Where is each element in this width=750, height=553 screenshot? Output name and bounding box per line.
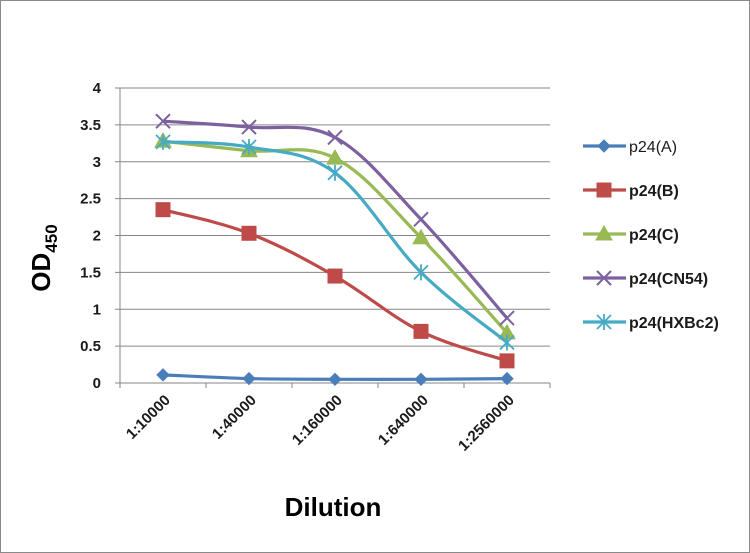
data-point <box>327 129 343 146</box>
data-point <box>499 310 515 326</box>
y-tick-label: 2.5 <box>80 191 101 208</box>
data-point <box>156 368 170 382</box>
data-point <box>327 268 343 284</box>
y-axis-title: OD450 <box>26 224 61 291</box>
x-tick-label: 1:160000 <box>289 392 346 449</box>
legend-marker <box>596 314 612 330</box>
x-tick-label: 1:40000 <box>209 392 260 443</box>
y-axis-title-subscript: 450 <box>42 224 61 252</box>
legend-label: p24(HXBc2) <box>629 315 719 332</box>
data-point <box>499 353 515 369</box>
data-point <box>327 164 343 181</box>
series-0 <box>156 368 514 387</box>
legend-item: p24(A) <box>583 139 677 156</box>
data-point <box>328 372 342 387</box>
y-tick-label: 3.5 <box>80 117 101 134</box>
series-lines <box>154 113 516 387</box>
series-4 <box>155 133 515 351</box>
data-point <box>242 371 256 386</box>
y-tick-label: 4 <box>93 80 102 97</box>
legend-item: p24(HXBc2) <box>583 314 719 332</box>
data-point <box>499 334 515 351</box>
data-point <box>155 202 171 218</box>
data-point <box>241 139 257 155</box>
legend-label: p24(A) <box>629 139 677 156</box>
x-axis-title: Dilution <box>285 492 382 522</box>
data-point <box>500 371 514 386</box>
y-tick-label: 1 <box>93 301 101 318</box>
legend-label: p24(CN54) <box>629 271 708 288</box>
series-1 <box>155 202 515 369</box>
y-tick-label: 3 <box>93 154 101 171</box>
data-point <box>155 113 171 129</box>
y-tick-label: 0 <box>93 375 101 392</box>
legend-marker <box>596 182 612 198</box>
legend: p24(A) p24(B) p24(C) p24(CN54) p24(HXBc2) <box>583 139 719 332</box>
x-tick-label: 1:2560000 <box>455 392 518 455</box>
data-point <box>155 133 171 150</box>
x-tick-label: 1:10000 <box>123 392 174 443</box>
legend-label: p24(C) <box>629 227 679 244</box>
data-point <box>241 119 257 135</box>
y-tick-labels: 0 0.5 1 1.5 2 2.5 3 3.5 4 <box>80 80 102 392</box>
data-point <box>241 225 257 241</box>
legend-marker <box>596 270 612 286</box>
gridlines <box>115 87 551 388</box>
legend-marker <box>597 139 611 153</box>
legend-item: p24(B) <box>583 182 679 200</box>
data-point <box>413 211 429 227</box>
y-axis-title-main: OD <box>26 253 56 292</box>
legend-marker <box>595 224 613 241</box>
series-line <box>162 119 509 320</box>
legend-item: p24(C) <box>583 224 679 244</box>
y-tick-label: 1.5 <box>80 264 101 281</box>
y-tick-label: 2 <box>93 228 101 245</box>
y-tick-label: 0.5 <box>80 338 101 355</box>
data-point <box>414 372 428 387</box>
svg-text:OD450: OD450 <box>26 224 61 291</box>
x-tick-label: 1:640000 <box>375 392 432 449</box>
data-point <box>412 228 430 245</box>
series-line <box>162 208 508 363</box>
data-point <box>326 149 344 165</box>
series-3 <box>155 113 515 326</box>
legend-item: p24(CN54) <box>583 270 708 288</box>
legend-label: p24(B) <box>629 183 679 200</box>
data-point <box>413 323 429 339</box>
x-tick-labels: 1:10000 1:40000 1:160000 1:640000 1:2560000 <box>123 392 518 455</box>
data-point <box>413 264 429 281</box>
